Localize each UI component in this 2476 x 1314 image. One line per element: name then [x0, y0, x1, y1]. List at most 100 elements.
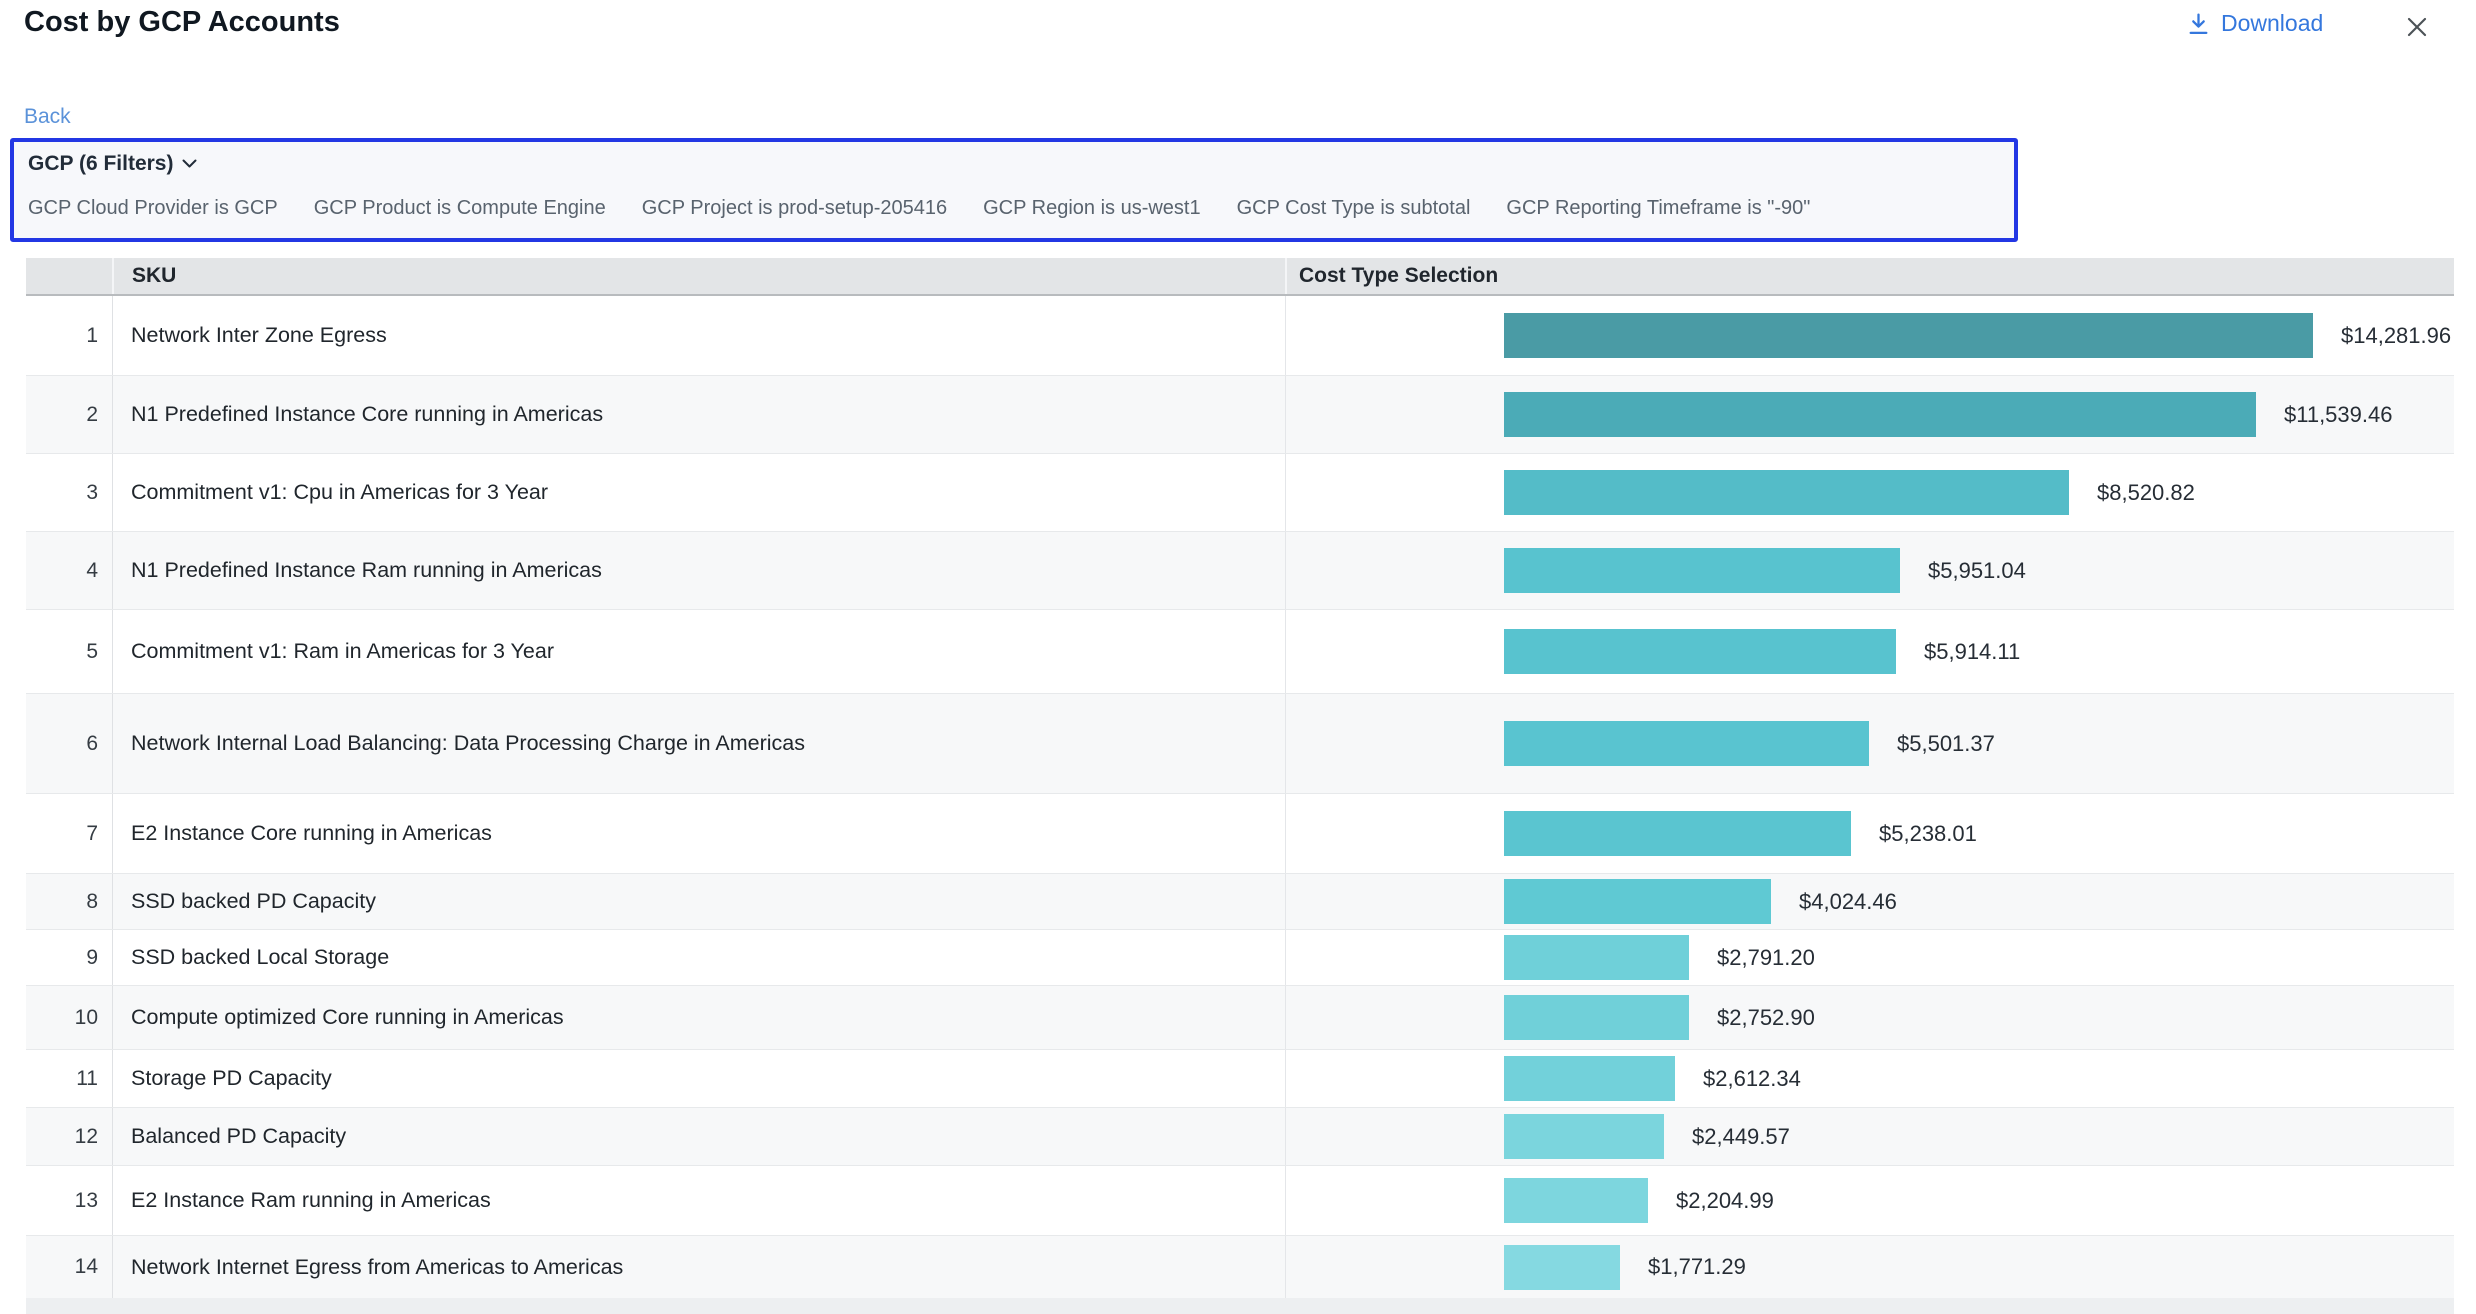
cost-bar-cell: $5,238.01: [1285, 794, 2454, 873]
chevron-down-icon: [182, 159, 197, 169]
sku-cell: SSD backed Local Storage: [112, 930, 1285, 985]
cost-bar-cell: $2,791.20: [1285, 930, 2454, 985]
cost-bar-cell: $8,520.82: [1285, 454, 2454, 531]
sku-cell: Network Internet Egress from Americas to…: [112, 1236, 1285, 1298]
table-row: 13 E2 Instance Ram running in Americas $…: [26, 1166, 2454, 1236]
filter-summary-label: GCP (6 Filters): [28, 152, 174, 175]
table-row: 12 Balanced PD Capacity $2,449.57: [26, 1108, 2454, 1166]
back-link[interactable]: Back: [24, 105, 71, 128]
cost-value-label: $2,791.20: [1717, 944, 1815, 970]
sku-cell: Compute optimized Core running in Americ…: [112, 986, 1285, 1049]
cost-value-label: $8,520.82: [2097, 479, 2195, 505]
filter-condition: GCP Cloud Provider is GCP: [28, 197, 278, 219]
filter-condition: GCP Product is Compute Engine: [313, 197, 606, 219]
filter-condition: GCP Reporting Timeframe is "-90": [1506, 197, 1811, 219]
sku-cell: Balanced PD Capacity: [112, 1108, 1285, 1165]
filter-conditions: GCP Cloud Provider is GCP GCP Product is …: [28, 197, 2000, 220]
cost-bar-cell: $5,501.37: [1285, 694, 2454, 793]
cost-bar-cell: $2,752.90: [1285, 986, 2454, 1049]
cost-value-label: $5,914.11: [1924, 638, 2021, 664]
row-index: 5: [86, 639, 98, 663]
table-footer-strip: [26, 1298, 2454, 1314]
cost-bar[interactable]: [1504, 1114, 1664, 1159]
cost-value-label: $2,612.34: [1703, 1065, 1801, 1091]
filter-summary-dropdown[interactable]: GCP (6 Filters): [28, 152, 197, 176]
row-index: 10: [74, 1005, 98, 1029]
cost-bar-cell: $14,281.96: [1285, 296, 2454, 375]
column-header-index: [26, 258, 112, 294]
table-body: 1 Network Inter Zone Egress $14,281.96 2…: [26, 296, 2454, 1298]
close-button[interactable]: [2402, 10, 2436, 44]
cost-value-label: $2,204.99: [1676, 1187, 1774, 1213]
cost-value-label: $5,238.01: [1879, 820, 1977, 846]
cost-bar[interactable]: [1504, 995, 1689, 1040]
page-title: Cost by GCP Accounts: [24, 6, 340, 38]
cost-value-label: $11,539.46: [2284, 401, 2393, 427]
sku-cell: N1 Predefined Instance Ram running in Am…: [112, 532, 1285, 609]
sku-cell: SSD backed PD Capacity: [112, 874, 1285, 929]
cost-bar[interactable]: [1504, 548, 1900, 593]
row-index: 12: [74, 1124, 98, 1148]
table-row: 11 Storage PD Capacity $2,612.34: [26, 1050, 2454, 1108]
filter-panel: GCP (6 Filters) GCP Cloud Provider is GC…: [10, 138, 2018, 242]
table-row: 9 SSD backed Local Storage $2,791.20: [26, 930, 2454, 986]
cost-bar-cell: $5,951.04: [1285, 532, 2454, 609]
cost-bar[interactable]: [1504, 313, 2313, 358]
row-index: 3: [86, 480, 98, 504]
sku-cell: E2 Instance Core running in Americas: [112, 794, 1285, 873]
sku-cell: N1 Predefined Instance Core running in A…: [112, 376, 1285, 453]
download-icon: [2186, 11, 2211, 37]
sku-cell: E2 Instance Ram running in Americas: [112, 1166, 1285, 1235]
row-index: 9: [86, 945, 98, 969]
cost-bar[interactable]: [1504, 1178, 1648, 1223]
cost-bar-cell: $2,612.34: [1285, 1050, 2454, 1107]
row-index: 4: [86, 558, 98, 582]
cost-bar[interactable]: [1504, 935, 1689, 980]
row-index: 13: [74, 1188, 98, 1212]
table-row: 14 Network Internet Egress from Americas…: [26, 1236, 2454, 1298]
cost-value-label: $14,281.96: [2341, 322, 2452, 348]
cost-bar-cell: $5,914.11: [1285, 610, 2454, 693]
download-label: Download: [2221, 10, 2324, 36]
sku-cell: Network Inter Zone Egress: [112, 296, 1285, 375]
download-button[interactable]: Download: [2186, 10, 2323, 37]
cost-bar-cell: $2,204.99: [1285, 1166, 2454, 1235]
cost-bar[interactable]: [1504, 470, 2069, 515]
sku-cell: Commitment v1: Ram in Americas for 3 Yea…: [112, 610, 1285, 693]
table-row: 4 N1 Predefined Instance Ram running in …: [26, 532, 2454, 610]
cost-bar[interactable]: [1504, 392, 2256, 437]
row-index: 2: [86, 402, 98, 426]
table-row: 8 SSD backed PD Capacity $4,024.46: [26, 874, 2454, 930]
sku-cell: Storage PD Capacity: [112, 1050, 1285, 1107]
cost-bar[interactable]: [1504, 811, 1851, 856]
row-index: 8: [86, 889, 98, 913]
cost-value-label: $2,449.57: [1692, 1123, 1790, 1149]
close-icon: [2402, 12, 2436, 42]
filter-condition: GCP Region is us-west1: [983, 197, 1201, 219]
cost-value-label: $5,501.37: [1897, 730, 1995, 756]
cost-bar-cell: $4,024.46: [1285, 874, 2454, 929]
cost-bar-cell: $11,539.46: [1285, 376, 2454, 453]
filter-condition: GCP Project is prod-setup-205416: [641, 197, 948, 219]
cost-bar[interactable]: [1504, 629, 1896, 674]
table-row: 6 Network Internal Load Balancing: Data …: [26, 694, 2454, 794]
table-header: SKU Cost Type Selection: [26, 258, 2454, 296]
column-header-cost-type: Cost Type Selection: [1285, 258, 2454, 294]
cost-bar[interactable]: [1504, 1056, 1675, 1101]
sku-cell: Commitment v1: Cpu in Americas for 3 Yea…: [112, 454, 1285, 531]
row-index: 6: [86, 731, 98, 755]
cost-value-label: $1,771.29: [1648, 1254, 1746, 1279]
row-index: 11: [76, 1066, 98, 1090]
cost-bar[interactable]: [1504, 1244, 1620, 1290]
row-index: 1: [86, 323, 98, 347]
sku-cell: Network Internal Load Balancing: Data Pr…: [112, 694, 1285, 793]
table-row: 7 E2 Instance Core running in Americas $…: [26, 794, 2454, 874]
cost-table: SKU Cost Type Selection 1 Network Inter …: [26, 258, 2454, 1314]
cost-bar[interactable]: [1504, 721, 1869, 766]
cost-bar[interactable]: [1504, 879, 1771, 924]
table-row: 5 Commitment v1: Ram in Americas for 3 Y…: [26, 610, 2454, 694]
cost-value-label: $5,951.04: [1928, 557, 2026, 583]
cost-bar-cell: $1,771.29: [1285, 1236, 2454, 1298]
cost-bar-cell: $2,449.57: [1285, 1108, 2454, 1165]
